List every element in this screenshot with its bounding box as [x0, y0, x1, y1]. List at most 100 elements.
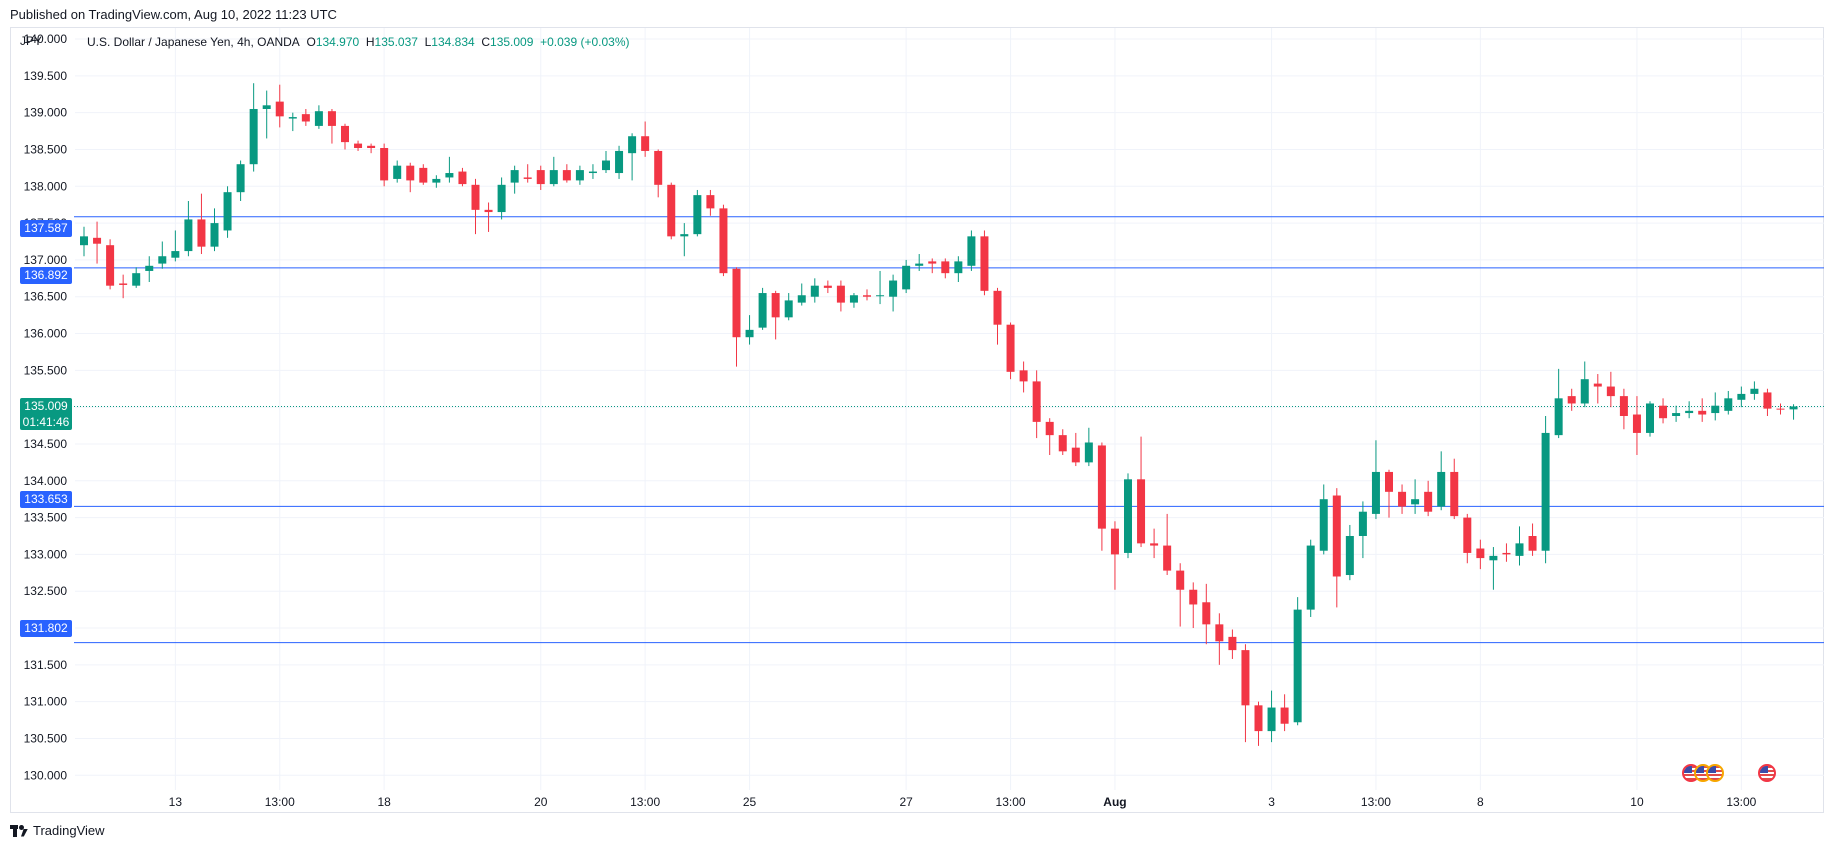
- candle-body: [1763, 392, 1772, 409]
- candle-body: [223, 192, 232, 231]
- symbol-description[interactable]: U.S. Dollar / Japanese Yen, 4h, OANDA: [87, 35, 300, 49]
- candle-body: [1084, 442, 1093, 463]
- candle-body: [471, 184, 480, 210]
- y-tick-label: 130.000: [24, 768, 68, 782]
- candle-body: [1476, 548, 1485, 559]
- x-tick-label: 8: [1477, 795, 1484, 809]
- candle-body: [1358, 511, 1367, 536]
- candle-body: [1541, 432, 1550, 551]
- candle-body: [1163, 545, 1172, 571]
- candle-body: [1685, 410, 1694, 414]
- candle-body: [784, 300, 793, 318]
- candle-body: [615, 150, 624, 174]
- level-tag-133653[interactable]: 133.653: [20, 491, 72, 508]
- y-tick-label: 137.000: [24, 253, 68, 267]
- low-value: 134.834: [431, 35, 475, 49]
- candle-body: [1593, 383, 1602, 387]
- candle-body: [1241, 650, 1250, 706]
- candle-body: [1071, 447, 1080, 463]
- candle-body: [327, 111, 336, 126]
- candle-body: [1424, 491, 1433, 512]
- x-tick-label: 13:00: [996, 795, 1026, 809]
- candle-body: [210, 223, 219, 247]
- candle-body: [1750, 388, 1759, 394]
- candle-body: [119, 283, 128, 285]
- candle-body: [745, 329, 754, 338]
- candle-body: [1711, 405, 1720, 414]
- candle-body: [575, 170, 584, 181]
- candle-body: [1215, 624, 1224, 642]
- x-tick-label: 13:00: [1361, 795, 1391, 809]
- us-flag-icon[interactable]: [1706, 764, 1724, 782]
- published-caption: Published on TradingView.com, Aug 10, 20…: [10, 7, 337, 22]
- y-tick-label: 138.500: [24, 142, 68, 156]
- candle-body: [1306, 545, 1315, 610]
- candle-body: [1606, 386, 1615, 397]
- x-tick-label: 10: [1630, 795, 1644, 809]
- candle-body: [106, 245, 115, 286]
- candle-body: [902, 265, 911, 290]
- ohlc-legend: U.S. Dollar / Japanese Yen, 4h, OANDA O1…: [87, 35, 630, 49]
- candle-body: [184, 219, 193, 252]
- candle-body: [1567, 396, 1576, 404]
- candle-body: [536, 170, 545, 185]
- candle-body: [680, 234, 689, 237]
- candle-body: [458, 171, 467, 185]
- candle-body: [1058, 435, 1067, 452]
- candle-body: [1580, 379, 1589, 404]
- candle-body: [236, 164, 245, 193]
- candle-body: [1789, 406, 1798, 410]
- candle-body: [367, 145, 376, 149]
- x-tick-label: 25: [743, 795, 757, 809]
- candle-body: [1319, 499, 1328, 551]
- candle-body: [406, 165, 415, 181]
- low-label: L: [424, 35, 432, 49]
- candle-body: [1228, 636, 1237, 651]
- x-tick-label: 27: [899, 795, 913, 809]
- candle-body: [1489, 555, 1498, 561]
- candle-body: [445, 173, 454, 178]
- candle-body: [928, 261, 937, 264]
- candle-body: [1110, 528, 1119, 555]
- candle-body: [275, 101, 284, 117]
- candle-body: [484, 209, 493, 213]
- candle-body: [171, 251, 180, 258]
- level-tag-136892[interactable]: 136.892: [20, 267, 72, 284]
- candle-body: [314, 111, 323, 126]
- candle-body: [823, 285, 832, 288]
- grid-lines: [75, 28, 1824, 790]
- y-tick-label: 134.000: [24, 474, 68, 488]
- candle-body: [497, 184, 506, 213]
- candle-body: [863, 295, 871, 297]
- y-tick-label: 139.000: [24, 106, 68, 120]
- level-tag-137587[interactable]: 137.587: [20, 220, 72, 237]
- close-value: 135.009: [490, 35, 534, 49]
- candle-body: [1254, 705, 1263, 732]
- candle-body: [93, 237, 102, 244]
- candle-body: [249, 108, 258, 165]
- y-tick-label: 136.000: [24, 327, 68, 341]
- candle-body: [1045, 421, 1054, 436]
- y-tick-label: 133.000: [24, 547, 68, 561]
- high-label: H: [365, 35, 375, 49]
- candle-body: [889, 280, 898, 297]
- candle-body: [941, 261, 950, 274]
- candle-body: [628, 136, 637, 154]
- candle-body: [876, 295, 885, 297]
- open-value: 134.970: [315, 35, 360, 49]
- candle-body: [1398, 491, 1407, 507]
- y-tick-label: 140.000: [24, 32, 68, 46]
- candle-body: [1646, 403, 1654, 433]
- last-price-value: 135.009: [24, 399, 68, 413]
- candle-body: [1463, 517, 1472, 553]
- candle-body: [980, 236, 989, 291]
- us-flag-icon[interactable]: [1758, 764, 1776, 782]
- candle-body: [1124, 479, 1132, 553]
- last-price-tag: 135.009 01:41:46: [20, 398, 72, 430]
- candle-body: [301, 114, 310, 122]
- footer-brand[interactable]: TradingView: [10, 823, 105, 838]
- candle-body: [954, 261, 963, 274]
- currency-label: JPY: [20, 34, 43, 48]
- level-tag-131802[interactable]: 131.802: [20, 620, 72, 637]
